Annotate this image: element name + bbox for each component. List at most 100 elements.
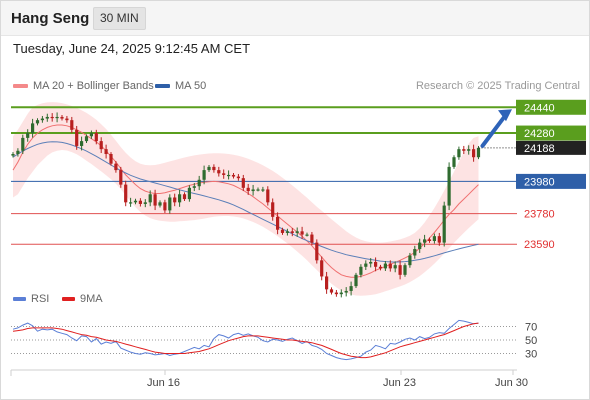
candle — [398, 260, 402, 280]
candle — [84, 134, 89, 144]
candle — [261, 186, 265, 193]
candle — [75, 125, 79, 150]
candle-body — [202, 170, 206, 180]
candle-body — [35, 120, 40, 124]
candle — [119, 166, 123, 188]
candle — [423, 234, 427, 248]
candle — [467, 145, 471, 155]
candle-body — [84, 136, 89, 142]
candle — [187, 185, 191, 202]
candle-body — [359, 266, 363, 275]
candle-body — [432, 236, 436, 241]
candle-body — [378, 266, 383, 269]
candle-body — [261, 189, 265, 191]
candle — [295, 227, 299, 237]
legend-9ma-label: 9MA — [80, 293, 103, 305]
candle — [202, 165, 206, 185]
candle-body — [256, 189, 260, 191]
candle-body — [65, 118, 69, 121]
candle — [403, 263, 407, 277]
candle-body — [138, 200, 142, 204]
candle — [158, 200, 162, 208]
candle-body — [182, 194, 187, 200]
legend-ma20-label: MA 20 + Bollinger Bands — [33, 80, 154, 92]
candle — [378, 264, 383, 271]
candle-body — [300, 231, 304, 235]
instrument-title: Hang Seng — [11, 10, 90, 27]
candle-body — [383, 263, 387, 269]
candle-body — [427, 239, 432, 241]
candle-body — [212, 166, 216, 171]
candle-body — [26, 133, 30, 138]
candle-body — [236, 176, 240, 179]
legend-ma50-label: MA 50 — [175, 80, 207, 92]
candle-body — [178, 194, 182, 203]
candle-body — [388, 263, 392, 269]
candle — [334, 289, 338, 297]
candle — [413, 245, 417, 259]
candle-body — [364, 263, 368, 267]
candle — [241, 174, 245, 192]
rsi-series-RSI — [12, 319, 479, 361]
candle — [285, 228, 289, 236]
candle — [197, 175, 201, 191]
candle-body — [222, 173, 226, 175]
candle — [21, 134, 25, 154]
candle-body — [413, 249, 417, 256]
candle — [276, 212, 280, 235]
candle — [383, 260, 387, 271]
candle — [178, 189, 182, 207]
last-price-tag — [516, 140, 586, 155]
candle-body — [339, 292, 343, 295]
candle-body — [80, 141, 84, 146]
candle — [94, 129, 98, 145]
candle-body — [21, 137, 25, 151]
candle — [452, 155, 456, 169]
candle-body — [354, 274, 358, 287]
candle-body — [251, 189, 255, 192]
candle-body — [457, 149, 461, 158]
candle-body — [94, 133, 98, 142]
candle-body — [129, 202, 133, 204]
candle-body — [329, 289, 334, 293]
candle — [40, 115, 44, 123]
projection-arrow-head — [498, 109, 512, 122]
candle-body — [231, 174, 236, 177]
last-price-label: 24188 — [524, 143, 555, 155]
candle — [104, 144, 108, 159]
candle-body — [266, 189, 270, 203]
candle — [462, 145, 466, 154]
level-label-24280: 24280 — [524, 128, 555, 140]
candle-body — [467, 149, 471, 151]
candle — [65, 115, 69, 123]
legend-ma50: MA 50 — [155, 80, 206, 92]
candle — [300, 226, 304, 240]
candle — [354, 272, 358, 289]
candle-body — [476, 147, 481, 158]
candle-body — [423, 239, 427, 243]
candle-body — [133, 200, 138, 203]
candle — [153, 189, 157, 211]
rsi-tick-30: 30 — [525, 349, 537, 361]
candle-body — [310, 234, 314, 243]
candle — [339, 289, 343, 298]
candle-body — [217, 170, 221, 174]
candle — [437, 232, 441, 246]
candle-body — [173, 197, 177, 203]
timeframe-button[interactable]: 30 MIN — [93, 7, 146, 30]
candle-body — [119, 170, 123, 185]
candle — [369, 258, 373, 268]
candle — [70, 116, 74, 134]
candle — [236, 173, 240, 181]
candle-body — [114, 163, 118, 171]
candle-body — [393, 265, 397, 269]
candle-body — [344, 290, 348, 293]
candle-body — [40, 118, 44, 121]
candle-body — [227, 174, 231, 177]
candle — [388, 260, 392, 272]
candle — [231, 173, 236, 179]
candle-body — [70, 120, 74, 130]
candle — [271, 198, 275, 221]
candle — [217, 166, 221, 177]
